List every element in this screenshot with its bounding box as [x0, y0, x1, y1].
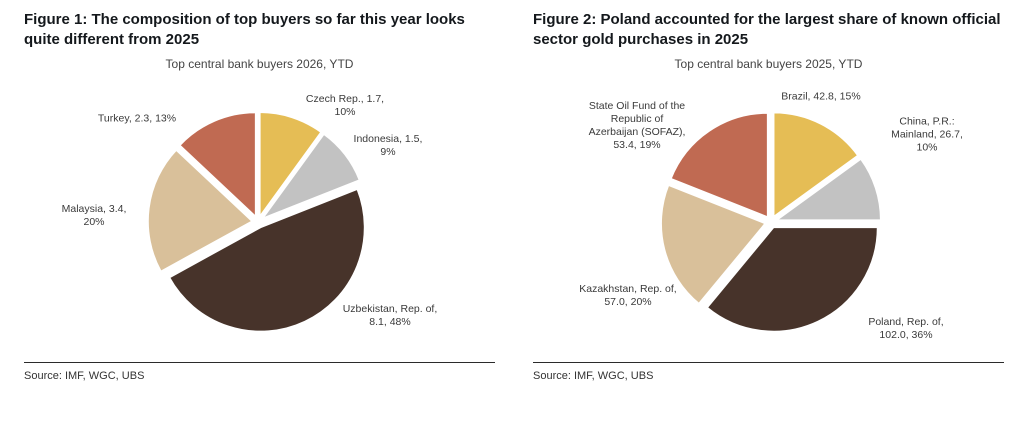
figure-2-chart-title: Top central bank buyers 2025, YTD: [674, 56, 863, 71]
pie-slice-czech-rep: [259, 111, 323, 219]
figure-2-chart: Top central bank buyers 2025, YTD Brazil…: [533, 52, 1004, 352]
pie-slice-kazakhstan: [660, 183, 767, 305]
figure-1-divider: [24, 361, 495, 363]
figure-2-pie-chart: [660, 111, 882, 332]
figure-1-chart: Top central bank buyers 2026, YTD Czech …: [24, 52, 495, 352]
pie-slice-uzbekistan: [168, 187, 366, 332]
figure-2-source: Source: IMF, WGC, UBS: [533, 369, 654, 382]
pie-slice-malaysia: [147, 148, 254, 272]
figure-1-panel: Figure 1: The composition of top buyers …: [24, 10, 495, 423]
pie-slice-sofaz: [669, 111, 769, 218]
pie-slice-turkey: [178, 111, 257, 218]
figure-1-source: Source: IMF, WGC, UBS: [24, 369, 145, 382]
figure-2-panel: Figure 2: Poland accounted for the large…: [533, 10, 1004, 423]
figure-1-chart-title: Top central bank buyers 2026, YTD: [165, 56, 354, 71]
figure-1-pie-chart: [147, 111, 366, 332]
figure-2-divider: [533, 361, 1004, 363]
pie-slice-indonesia: [260, 132, 361, 220]
pie-slice-china: [774, 157, 882, 221]
pie-slice-brazil: [772, 111, 859, 218]
pie-slice-poland: [706, 226, 879, 332]
figure-2-heading: Figure 2: Poland accounted for the large…: [533, 11, 1001, 48]
figure-1-heading: Figure 1: The composition of top buyers …: [24, 11, 465, 48]
